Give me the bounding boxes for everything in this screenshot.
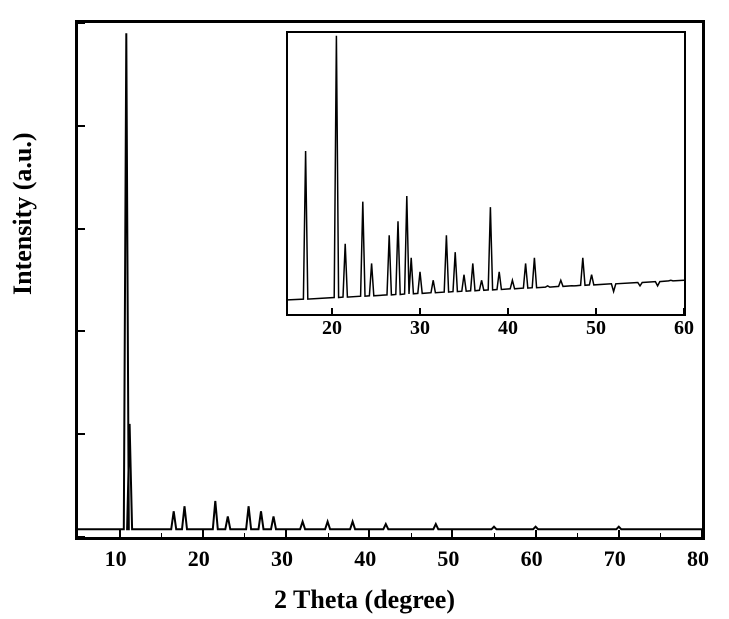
inset-x-tick-label: 20 (322, 317, 342, 340)
xrd-chart-container: Intensity (a.u.) 2 Theta (degree) 10 20 30… (0, 0, 729, 619)
inset-xrd-trace (288, 33, 684, 314)
inset-x-tick-label: 40 (498, 317, 518, 340)
main-plot-area (75, 20, 705, 540)
x-tick-label: 40 (354, 546, 376, 572)
inset-x-tick-label: 50 (586, 317, 606, 340)
inset-x-tick-label: 60 (674, 317, 694, 340)
x-tick-label: 50 (437, 546, 459, 572)
x-tick-label: 30 (271, 546, 293, 572)
x-tick-label: 10 (105, 546, 127, 572)
x-tick-label: 70 (604, 546, 626, 572)
inset-plot-area (286, 31, 686, 316)
inset-x-tick-label: 30 (410, 317, 430, 340)
y-axis-label: Intensity (a.u.) (8, 132, 38, 295)
x-tick-label: 80 (687, 546, 709, 572)
x-tick-label: 20 (188, 546, 210, 572)
x-tick-label: 60 (521, 546, 543, 572)
x-axis-label: 2 Theta (degree) (0, 585, 729, 615)
